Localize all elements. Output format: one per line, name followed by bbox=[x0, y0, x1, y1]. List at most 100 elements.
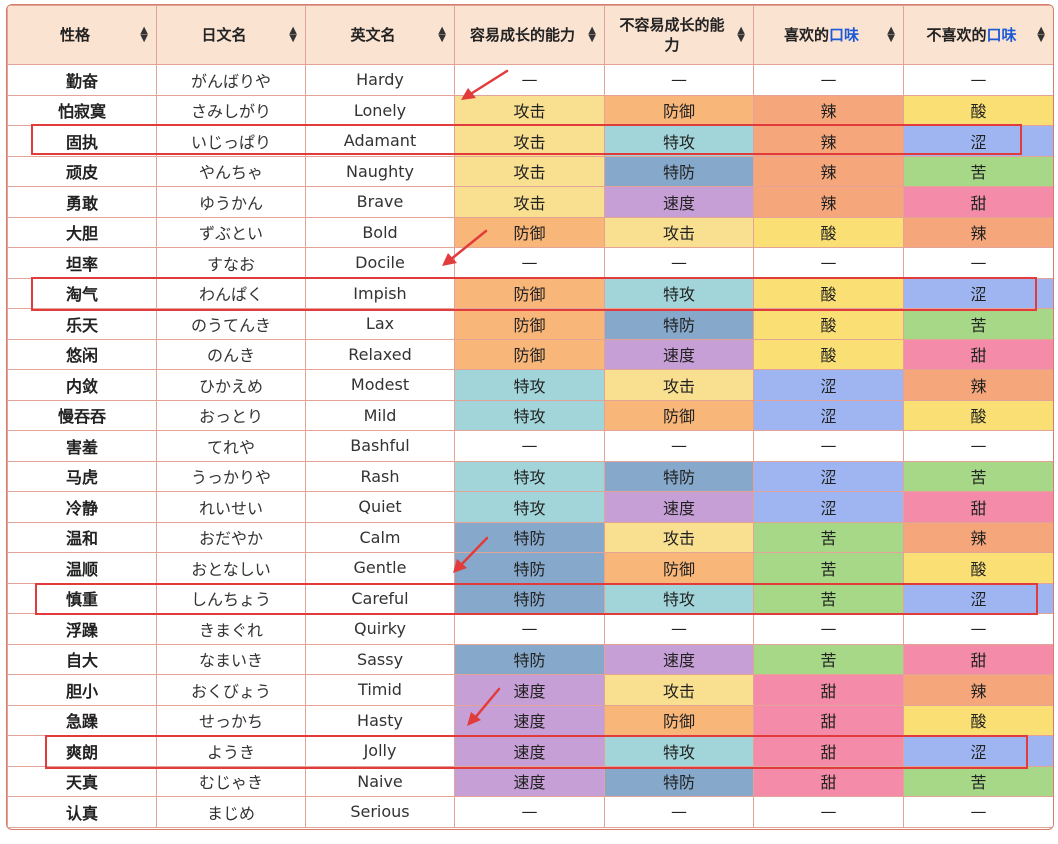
english-name-cell: Gentle bbox=[305, 552, 455, 584]
decreased-stat-cell: 攻击 bbox=[604, 369, 754, 401]
table-row: 怕寂寞 さみしがり Lonely 攻击 防御辣酸 bbox=[7, 94, 1053, 126]
nature-name-cell: 固执 bbox=[7, 125, 157, 157]
table-row: 害羞 てれや Bashful — — — — bbox=[7, 430, 1053, 462]
increased-stat-cell: 特攻 bbox=[454, 491, 605, 523]
decreased-stat-cell: 防御 bbox=[604, 704, 754, 736]
table-row: 悠闲 のんき Relaxed 防御 速度酸甜 bbox=[7, 338, 1053, 370]
nature-name-cell: 悠闲 bbox=[7, 338, 157, 370]
japanese-name-cell: ゆうかん bbox=[156, 186, 306, 218]
disliked-flavor-cell: 甜 bbox=[903, 491, 1053, 523]
increased-stat-cell: 防御 bbox=[454, 308, 605, 340]
decreased-stat-cell: — bbox=[604, 247, 754, 279]
table-row: 马虎 うっかりや Rash 特攻 特防涩苦 bbox=[7, 460, 1053, 492]
sort-arrows-icon[interactable]: ▲ ▼ bbox=[887, 25, 895, 44]
english-name-cell: Hasty bbox=[305, 704, 455, 736]
english-name-cell: Impish bbox=[305, 277, 455, 309]
table-row: 坦率 すなお Docile — — — — bbox=[7, 247, 1053, 279]
nature-name-cell: 天真 bbox=[7, 765, 157, 797]
column-header-disliked-flavor[interactable]: 不喜欢的口味 ▲ ▼ bbox=[903, 5, 1053, 65]
sort-arrows-icon[interactable]: ▲ ▼ bbox=[438, 25, 446, 44]
table-row: 大胆 ずぶとい Bold 防御 攻击酸辣 bbox=[7, 216, 1053, 248]
japanese-name-cell: おだやか bbox=[156, 521, 306, 553]
english-name-cell: Bold bbox=[305, 216, 455, 248]
sort-arrows-icon[interactable]: ▲ ▼ bbox=[289, 25, 297, 44]
nature-name-cell: 怕寂寞 bbox=[7, 94, 157, 126]
japanese-name-cell: のんき bbox=[156, 338, 306, 370]
table-row: 勤奋 がんばりや Hardy — — — — bbox=[7, 64, 1053, 96]
table-row: 认真 まじめ Serious — — — — bbox=[7, 796, 1053, 828]
column-header-liked-flavor[interactable]: 喜欢的口味 ▲ ▼ bbox=[753, 5, 904, 65]
liked-flavor-cell: 苦 bbox=[753, 582, 904, 614]
nature-name-cell: 顽皮 bbox=[7, 155, 157, 187]
disliked-flavor-cell: 酸 bbox=[903, 399, 1053, 431]
japanese-name-cell: さみしがり bbox=[156, 94, 306, 126]
increased-stat-cell: 速度 bbox=[454, 674, 605, 706]
sort-arrows-icon[interactable]: ▲ ▼ bbox=[588, 25, 596, 44]
column-header-label-highlight: 口味 bbox=[986, 26, 1017, 44]
table-row: 慢吞吞 おっとり Mild 特攻 防御涩酸 bbox=[7, 399, 1053, 431]
disliked-flavor-cell: — bbox=[903, 430, 1053, 462]
increased-stat-cell: 特攻 bbox=[454, 460, 605, 492]
increased-stat-cell: 速度 bbox=[454, 765, 605, 797]
column-header-decreased-stat[interactable]: 不容易成长的能力 ▲ ▼ bbox=[604, 5, 754, 65]
liked-flavor-cell: 苦 bbox=[753, 552, 904, 584]
english-name-cell: Modest bbox=[305, 369, 455, 401]
table-row: 淘气 わんぱく Impish 防御 特攻酸涩 bbox=[7, 277, 1053, 309]
liked-flavor-cell: 辣 bbox=[753, 94, 904, 126]
decreased-stat-cell: 速度 bbox=[604, 491, 754, 523]
table-row: 乐天 のうてんき Lax 防御 特防酸苦 bbox=[7, 308, 1053, 340]
japanese-name-cell: すなお bbox=[156, 247, 306, 279]
increased-stat-cell: — bbox=[454, 64, 605, 96]
japanese-name-cell: てれや bbox=[156, 430, 306, 462]
liked-flavor-cell: — bbox=[753, 247, 904, 279]
liked-flavor-cell: 酸 bbox=[753, 338, 904, 370]
table-row: 温和 おだやか Calm 特防 攻击苦辣 bbox=[7, 521, 1053, 553]
disliked-flavor-cell: 涩 bbox=[903, 735, 1053, 767]
increased-stat-cell: 特防 bbox=[454, 552, 605, 584]
english-name-cell: Jolly bbox=[305, 735, 455, 767]
english-name-cell: Mild bbox=[305, 399, 455, 431]
japanese-name-cell: わんぱく bbox=[156, 277, 306, 309]
english-name-cell: Naive bbox=[305, 765, 455, 797]
column-header-nature[interactable]: 性格 ▲ ▼ bbox=[7, 5, 157, 65]
disliked-flavor-cell: 辣 bbox=[903, 369, 1053, 401]
increased-stat-cell: 特防 bbox=[454, 643, 605, 675]
liked-flavor-cell: 苦 bbox=[753, 643, 904, 675]
decreased-stat-cell: 特攻 bbox=[604, 277, 754, 309]
column-header-english-name[interactable]: 英文名 ▲ ▼ bbox=[305, 5, 455, 65]
english-name-cell: Lax bbox=[305, 308, 455, 340]
english-name-cell: Quirky bbox=[305, 613, 455, 645]
english-name-cell: Calm bbox=[305, 521, 455, 553]
sort-arrows-icon[interactable]: ▲ ▼ bbox=[737, 25, 745, 44]
disliked-flavor-cell: 酸 bbox=[903, 552, 1053, 584]
decreased-stat-cell: 特防 bbox=[604, 308, 754, 340]
japanese-name-cell: のうてんき bbox=[156, 308, 306, 340]
disliked-flavor-cell: 辣 bbox=[903, 216, 1053, 248]
english-name-cell: Bashful bbox=[305, 430, 455, 462]
disliked-flavor-cell: 苦 bbox=[903, 155, 1053, 187]
japanese-name-cell: がんばりや bbox=[156, 64, 306, 96]
liked-flavor-cell: 甜 bbox=[753, 735, 904, 767]
liked-flavor-cell: — bbox=[753, 64, 904, 96]
decreased-stat-cell: 特防 bbox=[604, 765, 754, 797]
table-row: 勇敢 ゆうかん Brave 攻击 速度辣甜 bbox=[7, 186, 1053, 218]
nature-name-cell: 淘气 bbox=[7, 277, 157, 309]
sort-arrows-icon[interactable]: ▲ ▼ bbox=[140, 25, 148, 44]
disliked-flavor-cell: 苦 bbox=[903, 460, 1053, 492]
liked-flavor-cell: 辣 bbox=[753, 125, 904, 157]
liked-flavor-cell: 辣 bbox=[753, 155, 904, 187]
nature-name-cell: 内敛 bbox=[7, 369, 157, 401]
sort-arrows-icon[interactable]: ▲ ▼ bbox=[1037, 25, 1045, 44]
decreased-stat-cell: 速度 bbox=[604, 338, 754, 370]
decreased-stat-cell: 防御 bbox=[604, 552, 754, 584]
column-header-japanese-name[interactable]: 日文名 ▲ ▼ bbox=[156, 5, 306, 65]
nature-name-cell: 爽朗 bbox=[7, 735, 157, 767]
column-header-increased-stat[interactable]: 容易成长的能力 ▲ ▼ bbox=[454, 5, 605, 65]
nature-table: 性格 ▲ ▼ 日文名 ▲ ▼ 英文名 ▲ ▼ 容易成长的能力 ▲ ▼ 不容易成长的能力 bbox=[7, 5, 1053, 828]
japanese-name-cell: おっとり bbox=[156, 399, 306, 431]
decreased-stat-cell: — bbox=[604, 613, 754, 645]
liked-flavor-cell: 涩 bbox=[753, 460, 904, 492]
decreased-stat-cell: 攻击 bbox=[604, 521, 754, 553]
decreased-stat-cell: 特攻 bbox=[604, 735, 754, 767]
nature-name-cell: 勤奋 bbox=[7, 64, 157, 96]
